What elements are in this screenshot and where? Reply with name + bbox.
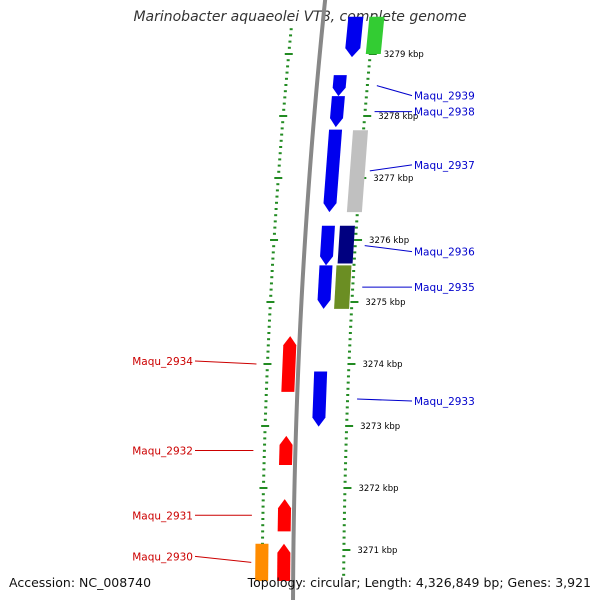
gene-leader-line [194,360,257,365]
genome-summary-text: Topology: circular; Length: 4,326,849 bp… [247,575,591,590]
gene-arrow-maqu-2931[interactable] [277,499,292,532]
scale-label: 3274 kbp [362,360,402,370]
scale-label: 3272 kbp [358,484,398,494]
gene-arrow-maqu-2937[interactable] [323,129,343,213]
gene-label[interactable]: Maqu_2930 [132,551,193,563]
gene-arrow-maqu-2934[interactable] [281,336,297,392]
scale-label: 3271 kbp [357,546,397,556]
gene-arrow-maqu-2930[interactable] [277,543,291,581]
gene-arrow-maqu-2933[interactable] [312,371,328,427]
feature-grey-block[interactable] [346,130,369,213]
gene-label[interactable]: Maqu_2936 [414,247,475,259]
gene-leader-line [194,555,252,563]
gene-label[interactable]: Maqu_2931 [132,510,193,522]
scale-label: 3279 kbp [384,50,424,60]
gene-label[interactable]: Maqu_2933 [414,396,475,408]
feature-orange-block[interactable] [255,543,269,581]
scale-label: 3278 kbp [378,112,418,122]
backbone-layer [291,0,328,600]
gene-leader-line [369,164,413,172]
feature-olive-block[interactable] [334,265,352,309]
gene-arrow-maqu-2936[interactable] [320,225,335,266]
gene-layer [277,75,347,581]
feature-green-block[interactable] [365,16,385,54]
feature-blue-block[interactable] [345,16,364,58]
scale-label: 3275 kbp [365,298,405,308]
scale-label: 3273 kbp [360,422,400,432]
scale-label: 3277 kbp [373,174,413,184]
gene-label[interactable]: Maqu_2937 [414,160,475,172]
gene-leader-line [364,245,413,253]
genome-backbone [291,0,328,600]
gene-leader-line [376,85,413,97]
scale-label: 3276 kbp [369,236,409,246]
gene-leader-line [357,398,413,402]
feature-navy-block[interactable] [337,225,355,264]
gene-label[interactable]: Maqu_2934 [132,356,193,368]
accession-text: Accession: NC_008740 [9,575,152,590]
gene-label[interactable]: Maqu_2935 [414,282,475,294]
gene-arrow-maqu-2935[interactable] [317,265,333,309]
gene-arrow-maqu-2939[interactable] [332,75,347,97]
feature-layer [255,16,385,581]
gene-arrow-maqu-2932[interactable] [279,435,293,466]
label-layer: 3279 kbp 3278 kbp 3277 kbp 3276 kbp 3275 kbp… [132,50,475,563]
gene-label[interactable]: Maqu_2932 [132,445,193,457]
gene-arrow-maqu-2938[interactable] [330,96,345,128]
gene-label[interactable]: Maqu_2938 [414,107,475,119]
gene-label[interactable]: Maqu_2939 [414,91,475,103]
